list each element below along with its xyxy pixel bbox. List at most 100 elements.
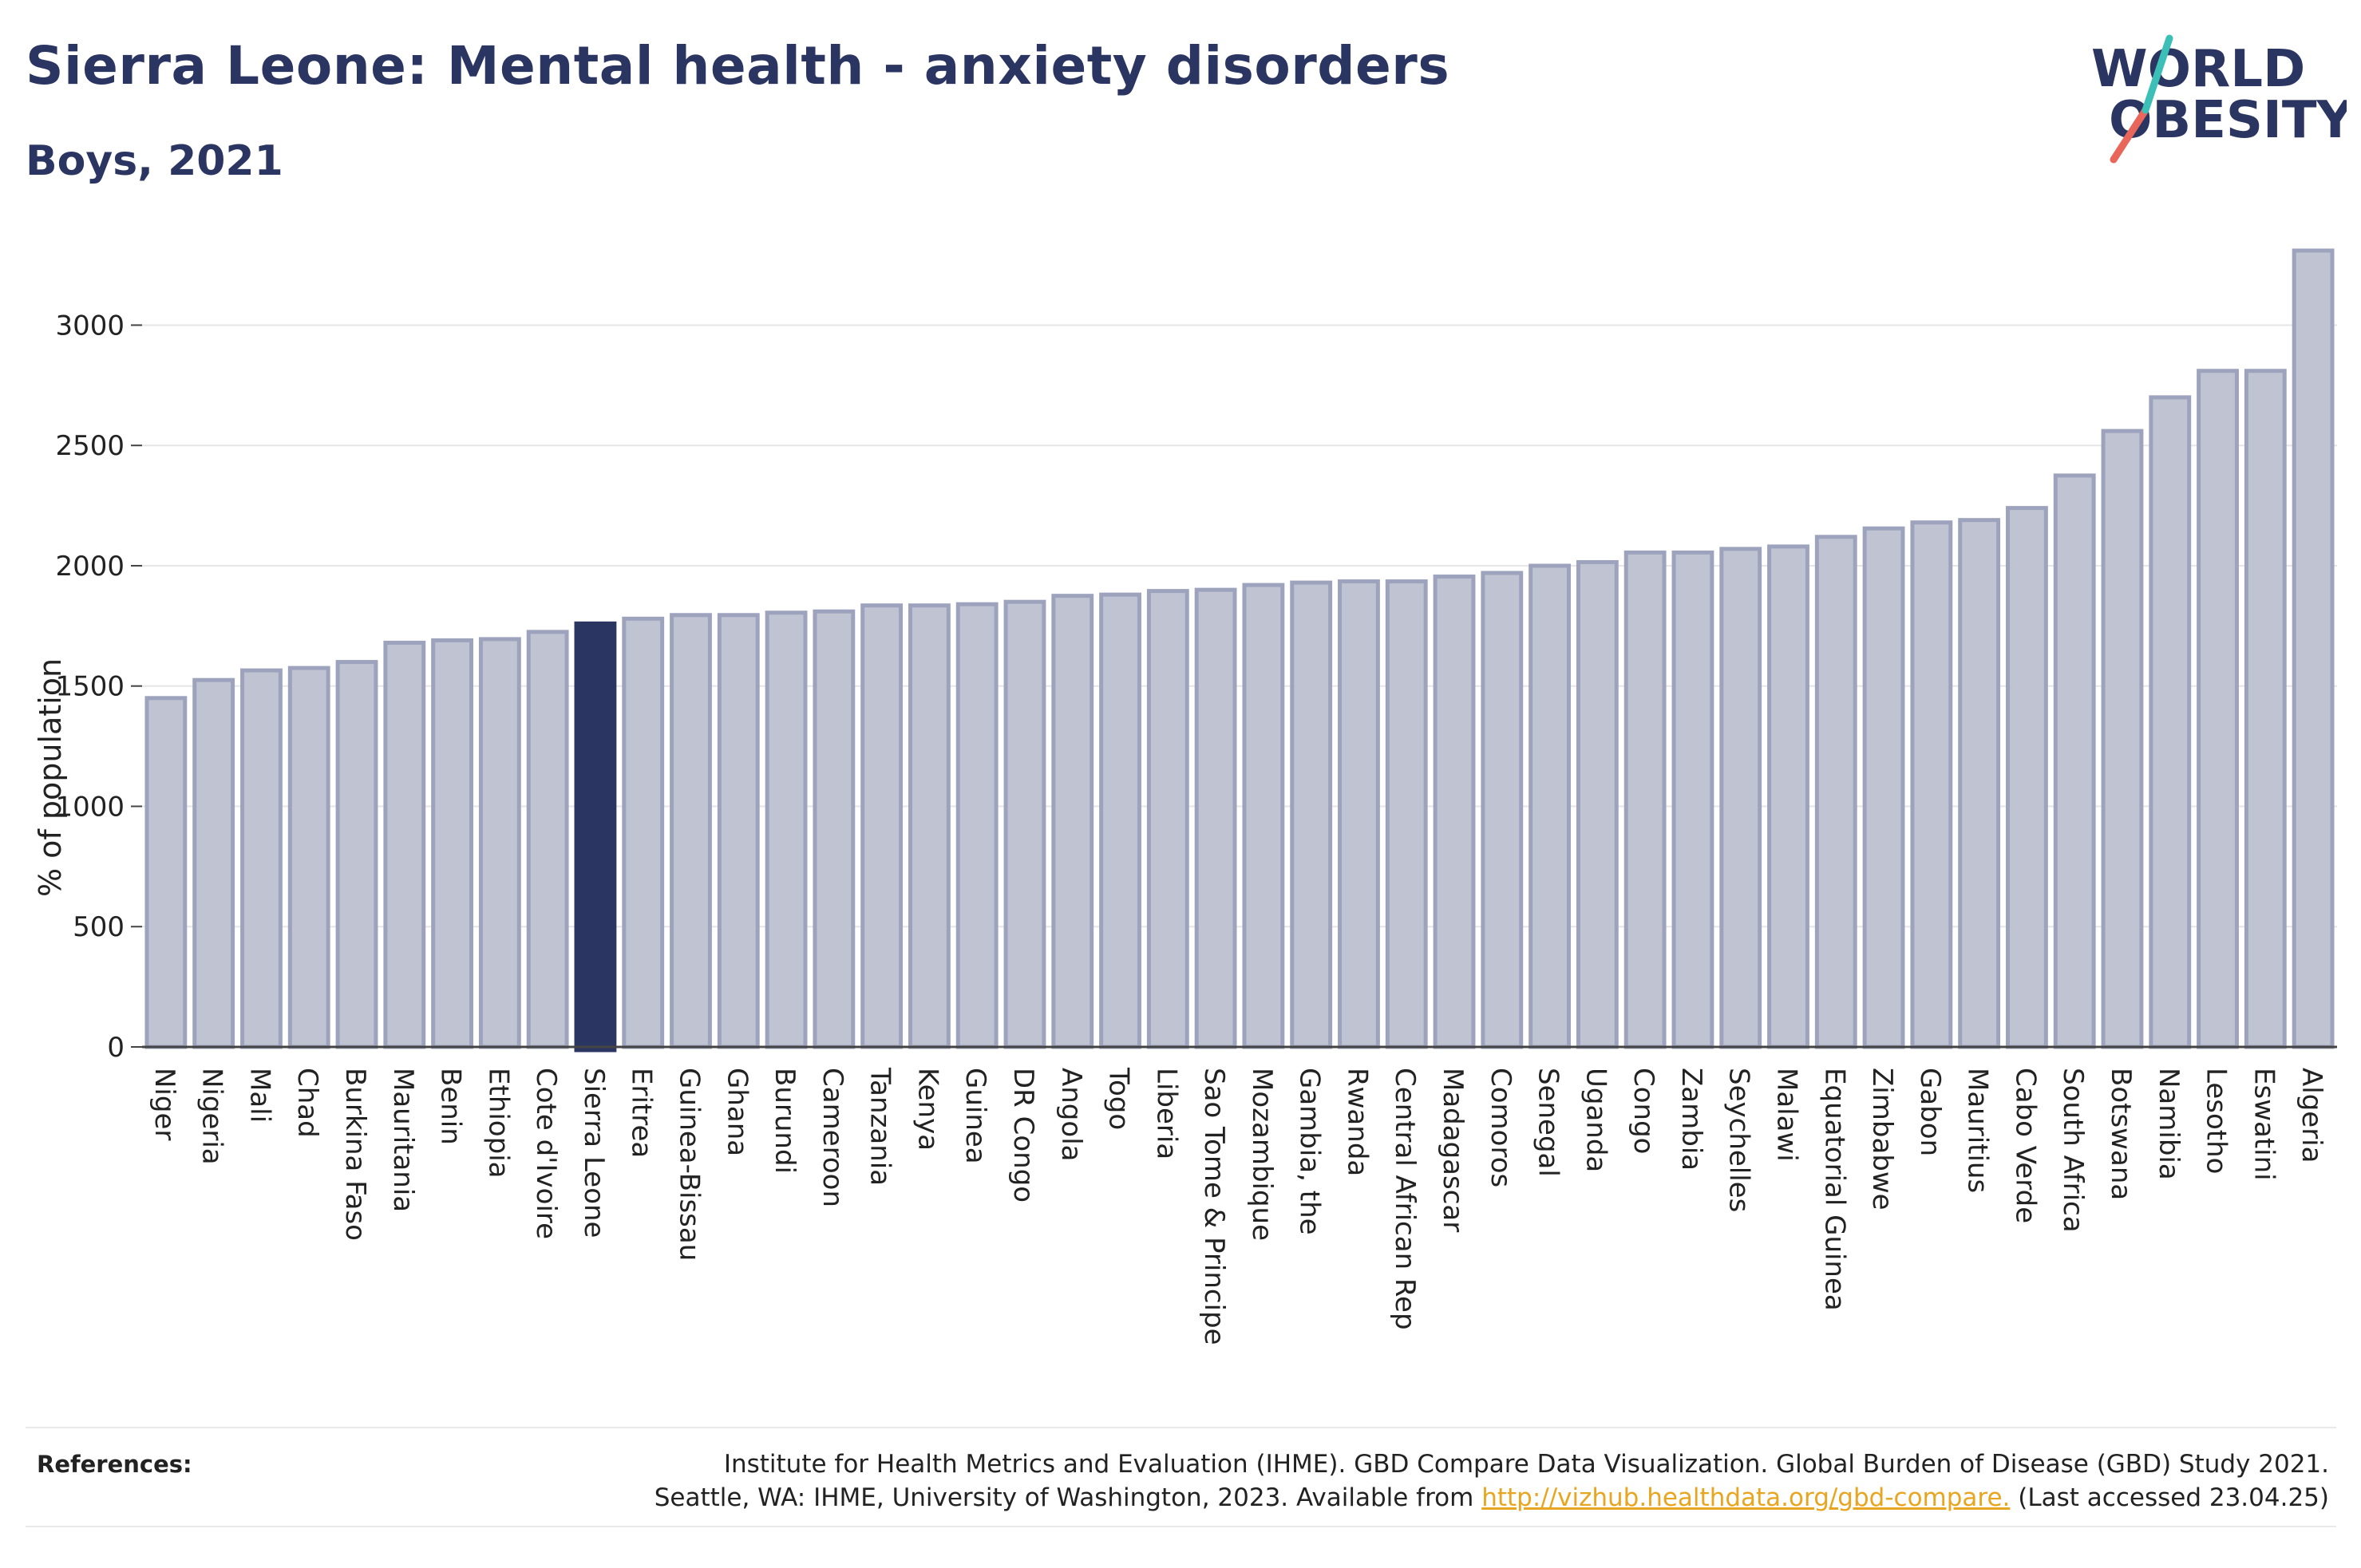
bar <box>383 640 426 1049</box>
x-tick-label: South Africa <box>2057 1068 2089 1233</box>
bar <box>1338 579 1380 1049</box>
x-tick-label: Uganda <box>1580 1068 1612 1172</box>
bar <box>2292 248 2335 1049</box>
bar <box>860 603 904 1049</box>
bar <box>2006 506 2048 1049</box>
bar <box>287 666 330 1049</box>
logo-slash-upper <box>2142 34 2173 114</box>
references-link[interactable]: http://vizhub.healthdata.org/gbd-compare… <box>1481 1483 2011 1512</box>
x-tick-label: Cote d'Ivoire <box>530 1068 562 1239</box>
bar <box>431 638 473 1049</box>
bar <box>192 677 235 1049</box>
bar-chart: 0 500 1000 1500 2000 2500 3000 % of population N… <box>33 248 2337 1345</box>
y-tick-label: 0 <box>107 1032 125 1064</box>
x-tick-label: Gambia, the <box>1294 1068 1326 1235</box>
bar <box>2053 473 2096 1049</box>
bar <box>1242 583 1285 1049</box>
bar <box>2101 429 2144 1049</box>
bar <box>1194 587 1237 1049</box>
x-tick-label: Seychelles <box>1723 1068 1755 1212</box>
bar <box>813 609 856 1049</box>
bar <box>144 696 188 1049</box>
x-tick-label: Eswatini <box>2248 1068 2280 1181</box>
bar <box>717 613 760 1049</box>
x-tick-label: Benin <box>435 1068 467 1145</box>
bar <box>478 637 521 1049</box>
references-divider-bottom <box>26 1526 2336 1527</box>
bar <box>2197 369 2239 1049</box>
bar <box>1003 599 1046 1049</box>
x-tick-label: Botswana <box>2105 1068 2137 1200</box>
bar <box>1146 589 1189 1049</box>
world-obesity-logo: WORLD OBESITY <box>2091 34 2347 164</box>
bar <box>765 610 808 1049</box>
bar <box>1719 547 1762 1049</box>
bar <box>1958 518 2001 1049</box>
y-tick-label: 500 <box>73 911 125 943</box>
x-tick-label: Algeria <box>2296 1068 2327 1163</box>
y-tick-label: 1000 <box>55 791 125 823</box>
x-tick-label: Lesotho <box>2201 1068 2232 1174</box>
bar <box>526 630 569 1049</box>
bar <box>670 613 712 1049</box>
x-tick-label: Burundi <box>769 1068 801 1174</box>
x-tick-label: Congo <box>1627 1068 1659 1154</box>
x-tick-label: Equatorial Guinea <box>1818 1068 1850 1311</box>
references-line-2-suffix: (Last accessed 23.04.25) <box>2010 1483 2329 1512</box>
x-tick-label: Guinea <box>959 1068 991 1164</box>
bar <box>1051 594 1094 1049</box>
x-tick-label: Togo <box>1103 1067 1135 1130</box>
bar <box>1099 592 1141 1049</box>
x-tick-label: Mozambique <box>1246 1068 1278 1241</box>
x-tick-label: Comoros <box>1485 1068 1517 1187</box>
y-tick-label: 2000 <box>55 551 125 583</box>
x-tick-label: Rwanda <box>1341 1068 1373 1176</box>
references-label: References: <box>37 1451 192 1478</box>
references-text: Institute for Health Metrics and Evaluat… <box>493 1448 2329 1515</box>
bar <box>1910 520 1953 1049</box>
x-tick-label: Senegal <box>1532 1068 1564 1177</box>
x-tick-label: Zimbabwe <box>1866 1068 1898 1211</box>
logo-slash-lower <box>2110 106 2149 164</box>
x-tick-label: Guinea-Bissau <box>674 1068 706 1261</box>
bar <box>240 668 283 1049</box>
x-tick-label: Nigeria <box>196 1068 228 1165</box>
x-tick-label: Mauritania <box>387 1068 419 1212</box>
bar <box>908 603 951 1049</box>
bar <box>2149 395 2192 1049</box>
references-line-1: Institute for Health Metrics and Evaluat… <box>723 1450 2329 1479</box>
bar <box>1623 550 1667 1049</box>
x-tick-label: Tanzania <box>864 1067 896 1186</box>
x-tick-label: Zambia <box>1675 1068 1707 1171</box>
x-tick-label: Sao Tome & Principe <box>1198 1068 1230 1345</box>
x-tick-label: Angola <box>1055 1068 1087 1161</box>
references-divider-top <box>26 1427 2336 1428</box>
x-tick-label: Cabo Verde <box>2009 1068 2041 1223</box>
x-tick-label: Burkina Faso <box>339 1068 371 1241</box>
x-tick-label: Central African Rep <box>1389 1068 1421 1330</box>
x-tick-label: Mauritius <box>1962 1068 1994 1193</box>
x-tick-label: DR Congo <box>1007 1068 1039 1203</box>
bar <box>335 660 378 1049</box>
x-tick-label: Eritrea <box>626 1068 658 1158</box>
x-tick-label: Niger <box>148 1068 180 1140</box>
bar <box>1481 571 1524 1049</box>
x-tick-label: Ghana <box>721 1068 753 1156</box>
x-tick-label: Mali <box>243 1068 275 1123</box>
x-tick-label: Namibia <box>2153 1068 2185 1180</box>
x-tick-label: Malawi <box>1771 1068 1803 1162</box>
references-line-2-prefix: Seattle, WA: IHME, University of Washing… <box>654 1483 1482 1512</box>
bar <box>2244 369 2287 1049</box>
bar <box>1814 535 1857 1049</box>
y-tick-label: 3000 <box>55 310 125 342</box>
y-tick-label: 2500 <box>55 430 125 462</box>
y-tick-label: 1500 <box>55 671 125 703</box>
bar <box>955 602 999 1049</box>
x-tick-label: Ethiopia <box>482 1068 514 1178</box>
bar <box>1862 526 1905 1049</box>
references-line-2: Seattle, WA: IHME, University of Washing… <box>493 1481 2329 1515</box>
x-tick-label: Sierra Leone <box>578 1068 610 1238</box>
bar <box>1576 559 1619 1049</box>
x-tick-label: Liberia <box>1150 1068 1182 1159</box>
page-subtitle: Boys, 2021 <box>26 137 283 185</box>
